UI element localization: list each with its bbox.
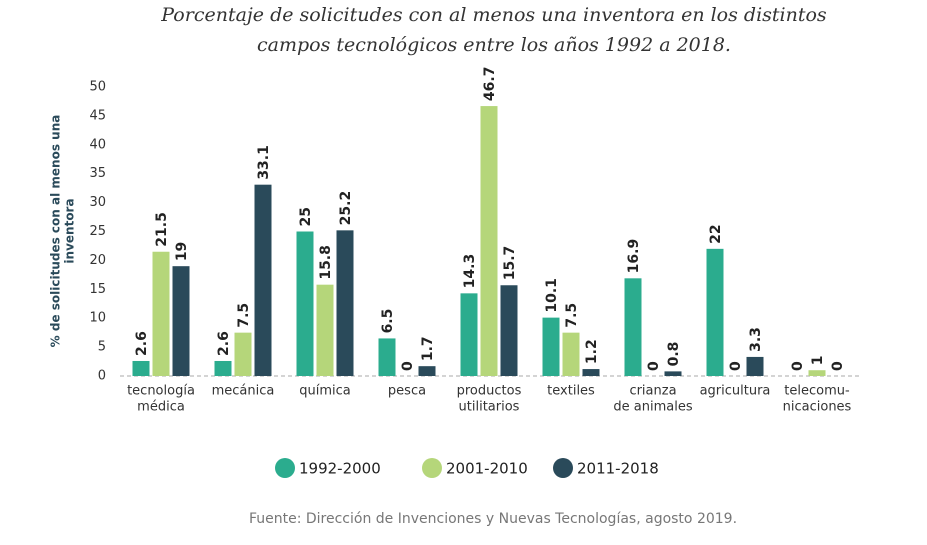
bar [132, 360, 150, 376]
value-label: 16.9 [626, 239, 642, 274]
value-label: 25.2 [338, 191, 354, 226]
bar [378, 338, 396, 376]
y-tick-label: 5 [98, 340, 106, 355]
bar [808, 370, 826, 376]
bar [152, 251, 170, 376]
value-label: 19 [174, 242, 190, 261]
legend-marker [553, 458, 573, 478]
x-tick-label: utilitarios [459, 400, 520, 415]
value-label: 0.8 [666, 342, 682, 367]
bar [214, 360, 232, 376]
value-label: 0 [830, 361, 846, 371]
x-tick-label: telecomu- [784, 384, 850, 399]
value-label: 2.6 [216, 331, 232, 356]
y-tick-label: 15 [89, 282, 106, 297]
y-tick-label: 20 [89, 253, 106, 268]
y-axis-label: % de solicitudes con al menos una [49, 115, 63, 348]
x-tick-label: pesca [388, 384, 426, 399]
bar [542, 317, 560, 376]
y-tick-label: 0 [98, 369, 106, 384]
value-label: 10.1 [544, 278, 560, 313]
value-label: 21.5 [154, 212, 170, 247]
bar [624, 278, 642, 376]
value-label: 1.7 [420, 336, 436, 361]
value-label: 0 [790, 361, 806, 371]
bar [582, 369, 600, 376]
x-tick-label: productos [457, 384, 522, 399]
bar [480, 106, 498, 376]
legend-label: 2001-2010 [446, 460, 528, 478]
x-tick-label: crianza [629, 384, 676, 399]
bar [746, 356, 764, 376]
legend-label: 1992-2000 [299, 460, 381, 478]
value-label: 33.1 [256, 145, 272, 180]
value-label: 2.6 [134, 331, 150, 356]
y-axis-label: inventora [63, 198, 77, 263]
bar [172, 266, 190, 376]
bar [706, 248, 724, 376]
x-tick-label: tecnología [127, 384, 195, 399]
x-tick-label: agricultura [700, 384, 771, 399]
legend-marker [275, 458, 295, 478]
y-tick-label: 50 [89, 80, 106, 95]
bar [316, 284, 334, 376]
value-label: 7.5 [236, 303, 252, 328]
value-label: 0 [400, 361, 416, 371]
y-tick-label: 10 [89, 311, 106, 326]
legend-marker [422, 458, 442, 478]
chart-title: Porcentaje de solicitudes con al menos u… [160, 4, 827, 26]
value-label: 46.7 [482, 67, 498, 102]
value-label: 1 [810, 355, 826, 365]
bar [336, 230, 354, 376]
bar [234, 332, 252, 376]
x-tick-label: médica [137, 400, 185, 415]
bar [460, 293, 478, 376]
y-tick-label: 40 [89, 137, 106, 152]
y-tick-label: 35 [89, 166, 106, 181]
x-tick-label: nicaciones [783, 400, 852, 415]
bar [296, 231, 314, 376]
bar [254, 184, 272, 376]
value-label: 6.5 [380, 309, 396, 334]
value-label: 3.3 [748, 327, 764, 352]
x-tick-label: de animales [613, 400, 692, 415]
value-label: 15.7 [502, 246, 518, 281]
legend-label: 2011-2018 [577, 460, 659, 478]
value-label: 15.8 [318, 245, 334, 280]
bar [500, 285, 518, 376]
value-label: 0 [728, 361, 744, 371]
bar [664, 371, 682, 376]
bar [562, 332, 580, 376]
value-label: 25 [298, 207, 314, 226]
source-note: Fuente: Dirección de Invenciones y Nueva… [249, 511, 737, 527]
bar [418, 366, 436, 376]
value-label: 7.5 [564, 303, 580, 328]
value-label: 14.3 [462, 254, 478, 289]
y-tick-label: 30 [89, 195, 106, 210]
value-label: 1.2 [584, 339, 600, 364]
value-label: 22 [708, 224, 724, 243]
y-tick-label: 25 [89, 224, 106, 239]
x-tick-label: química [299, 384, 351, 399]
chart-title: campos tecnológicos entre los años 1992 … [257, 34, 731, 56]
x-tick-label: mecánica [212, 384, 275, 399]
x-tick-label: textiles [547, 384, 595, 399]
value-label: 0 [646, 361, 662, 371]
y-tick-label: 45 [89, 108, 106, 123]
